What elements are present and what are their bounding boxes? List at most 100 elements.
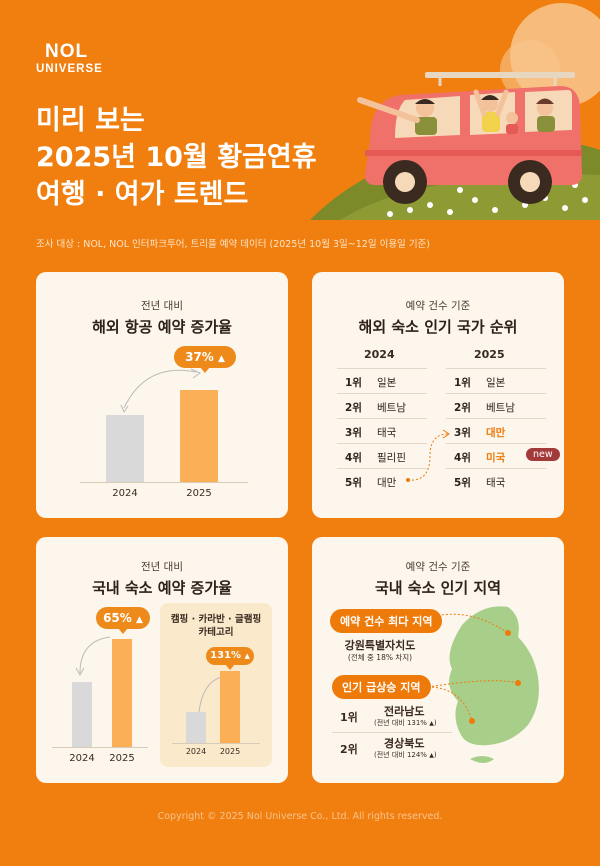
card3-growth-badge: 65% ▲ <box>96 607 150 634</box>
rank-number: 5위 <box>454 477 471 489</box>
arrow-up-icon: ▲ <box>218 354 225 364</box>
rank-number: 3위 <box>454 427 471 439</box>
top-region-name: 강원특별자치도 <box>344 639 416 652</box>
rank-row: 1위 일본 <box>446 368 546 392</box>
copyright-footer: Copyright © 2025 Nol Universe Co., Ltd. … <box>157 811 443 822</box>
new-badge: new <box>526 448 560 461</box>
label-2024: 2024 <box>185 747 207 756</box>
camping-sub-box: 캠핑 · 카라반 · 글램핑 카테고리 131% ▲ 2024 2025 <box>160 603 272 767</box>
rank-number: 2위 <box>454 402 471 414</box>
chart-baseline <box>52 747 148 748</box>
most-booked-pill: 예약 건수 최다 지역 <box>330 609 443 633</box>
rank-number: 5위 <box>345 477 362 489</box>
arrow-up-icon: ▲ <box>429 720 434 727</box>
rising-region-1: 전라남도 <box>384 705 425 718</box>
rank-number: 4위 <box>345 452 362 464</box>
card1-arrow <box>120 368 202 414</box>
card3-title: 국내 숙소 예약 증가율 <box>92 579 232 597</box>
rank-row: 5위 태국 <box>446 468 546 492</box>
bar-2024 <box>72 682 92 747</box>
brand-line2: UNIVERSE <box>36 63 103 75</box>
arrow-up-icon: ▲ <box>244 652 250 660</box>
rank-country: 대만 <box>486 427 506 439</box>
rank-row: 1위 일본 <box>337 368 427 392</box>
label-2025: 2025 <box>219 747 241 756</box>
sub-box-title: 캠핑 · 카라반 · 글램핑 카테고리 <box>160 613 272 639</box>
bar-2025 <box>180 390 218 482</box>
bar-2024 <box>106 415 144 482</box>
rank-number: 4위 <box>454 452 471 464</box>
card3-badge-value: 65% <box>103 611 132 625</box>
top-region-note: (전체 중 18% 차지) <box>347 653 413 662</box>
rank-country: 베트남 <box>377 402 406 414</box>
sub-box-badge: 131% ▲ <box>206 647 254 670</box>
card1-subtitle: 전년 대비 <box>141 300 183 312</box>
rank-row: 4위 미국 new <box>446 443 560 467</box>
rank-number: 2위 <box>345 402 362 414</box>
label-2025: 2025 <box>109 753 135 764</box>
rising-row-1: 1위 전라남도 (전년 대비 131% ▲) <box>332 703 452 733</box>
rank-number: 1위 <box>345 377 362 389</box>
card2-title: 해외 숙소 인기 국가 순위 <box>358 318 518 336</box>
bar-2025 <box>112 639 132 747</box>
rank-row: 3위 대만 <box>446 418 546 442</box>
domestic-stay-card: 전년 대비 국내 숙소 예약 증가율 65% ▲ 2024 2025 캠핑 · 카… <box>36 537 288 783</box>
title-line3: 여행 · 여가 트렌드 <box>36 179 249 210</box>
rank-row: 3위 태국 <box>337 418 427 442</box>
rank-country: 미국 <box>486 452 506 464</box>
rank-country: 태국 <box>486 477 506 489</box>
rank-country: 베트남 <box>486 402 515 414</box>
rank-country: 태국 <box>377 427 397 439</box>
rank-country: 일본 <box>377 377 397 389</box>
bar-2024 <box>186 712 206 743</box>
sub-box-title-line1: 캠핑 · 카라반 · 글램핑 <box>170 614 262 625</box>
sub-box-title-line2: 카테고리 <box>198 627 234 638</box>
rising-note-1: (전년 대비 131% ▲) <box>374 719 437 727</box>
ranking-arrow <box>406 429 450 482</box>
ranking-2024: 1위 일본 2위 베트남 3위 태국 4위 필리핀 5위 대만 <box>337 368 427 493</box>
sub-box-badge-value: 131% <box>210 650 242 661</box>
rising-pill: 인기 급상승 지역 <box>332 675 431 699</box>
card4-title: 국내 숙소 인기 지역 <box>374 579 502 597</box>
overseas-stay-card: 예약 건수 기준 해외 숙소 인기 국가 순위 2024 2025 1위 일본 2위… <box>312 272 564 518</box>
brand-line1: NOL <box>45 41 89 62</box>
korea-map <box>427 606 539 763</box>
label-2024: 2024 <box>69 753 95 764</box>
rank-country: 대만 <box>377 477 397 489</box>
rank-country: 필리핀 <box>377 452 406 464</box>
rising-row-2: 2위 경상북도 (전년 대비 124% ▲) <box>332 735 452 765</box>
ranking-2025: 1위 일본 2위 베트남 3위 대만 4위 미국 new 5위 태국 <box>446 368 560 493</box>
rank-number: 1위 <box>454 377 471 389</box>
rank-row: 2위 베트남 <box>446 393 546 417</box>
col-2025-header: 2025 <box>474 348 505 361</box>
rank-country: 일본 <box>486 377 506 389</box>
bar-2025 <box>220 671 240 743</box>
overseas-flight-card: 전년 대비 해외 항공 예약 증가율 37% ▲ 2024 2025 <box>36 272 288 518</box>
chart-baseline <box>80 482 248 483</box>
rising-rank-1: 1위 <box>340 711 358 724</box>
label-2025: 2025 <box>186 488 212 499</box>
card1-title: 해외 항공 예약 증가율 <box>92 318 232 336</box>
rank-row: 2위 베트남 <box>337 393 427 417</box>
title-line1: 미리 보는 <box>36 105 145 136</box>
arrow-up-icon: ▲ <box>429 752 434 759</box>
card1-growth-badge: 37% ▲ <box>174 346 236 373</box>
rising-rank-2: 2위 <box>340 743 358 756</box>
rising-region-2: 경상북도 <box>384 737 425 750</box>
col-2024-header: 2024 <box>364 348 395 361</box>
card4-subtitle: 예약 건수 기준 <box>405 561 471 573</box>
label-2024: 2024 <box>112 488 138 499</box>
arrow-up-icon: ▲ <box>136 615 143 625</box>
page-title: 미리 보는 2025년 10월 황금연휴 여행 · 여가 트렌드 <box>36 102 317 213</box>
card3-arrow <box>75 636 111 677</box>
van-illustration <box>310 3 600 220</box>
card3-subtitle: 전년 대비 <box>141 561 183 573</box>
survey-note: 조사 대상 : NOL, NOL 인터파크투어, 트리플 예약 데이터 (202… <box>36 239 431 250</box>
card1-badge-value: 37% <box>185 350 214 364</box>
rank-row: 4위 필리핀 <box>337 443 427 467</box>
chart-baseline <box>172 743 260 744</box>
rank-row: 5위 대만 <box>337 468 427 492</box>
domestic-region-card: 예약 건수 기준 국내 숙소 인기 지역 예약 건수 최다 지역 강원특별자치도… <box>312 537 564 783</box>
card2-subtitle: 예약 건수 기준 <box>405 300 471 312</box>
rising-note-2: (전년 대비 124% ▲) <box>374 751 437 759</box>
